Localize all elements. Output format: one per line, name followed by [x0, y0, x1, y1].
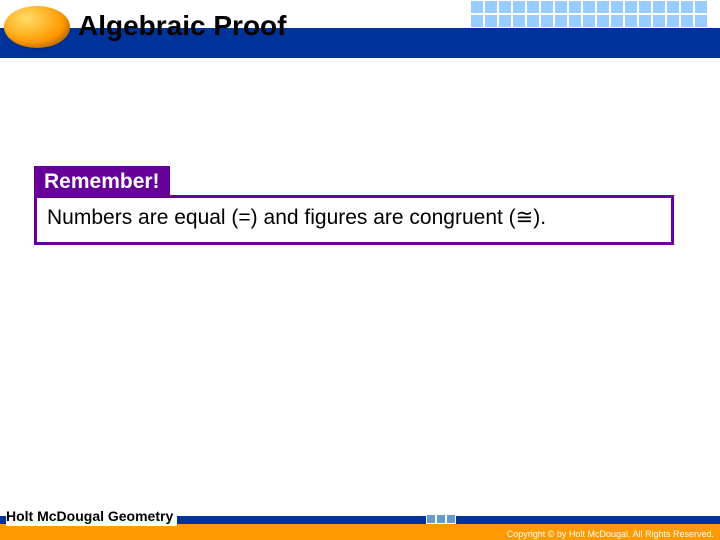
oval-badge-icon: [4, 6, 70, 48]
slide-title: Algebraic Proof: [78, 10, 286, 42]
footer-copyright-text: Copyright © by Holt McDougal. All Rights…: [507, 529, 714, 539]
footer-grid-decoration: [426, 514, 456, 524]
callout-tab-label: Remember!: [34, 166, 170, 198]
footer-brand-text: Holt McDougal Geometry: [6, 508, 177, 526]
callout-body-text: Numbers are equal (=) and figures are co…: [34, 195, 674, 245]
slide-header: Algebraic Proof: [0, 0, 720, 58]
header-grid-decoration: [470, 0, 720, 30]
slide-footer: Holt McDougal Geometry Copyright © by Ho…: [0, 514, 720, 540]
remember-callout: Remember! Numbers are equal (=) and figu…: [34, 166, 674, 245]
